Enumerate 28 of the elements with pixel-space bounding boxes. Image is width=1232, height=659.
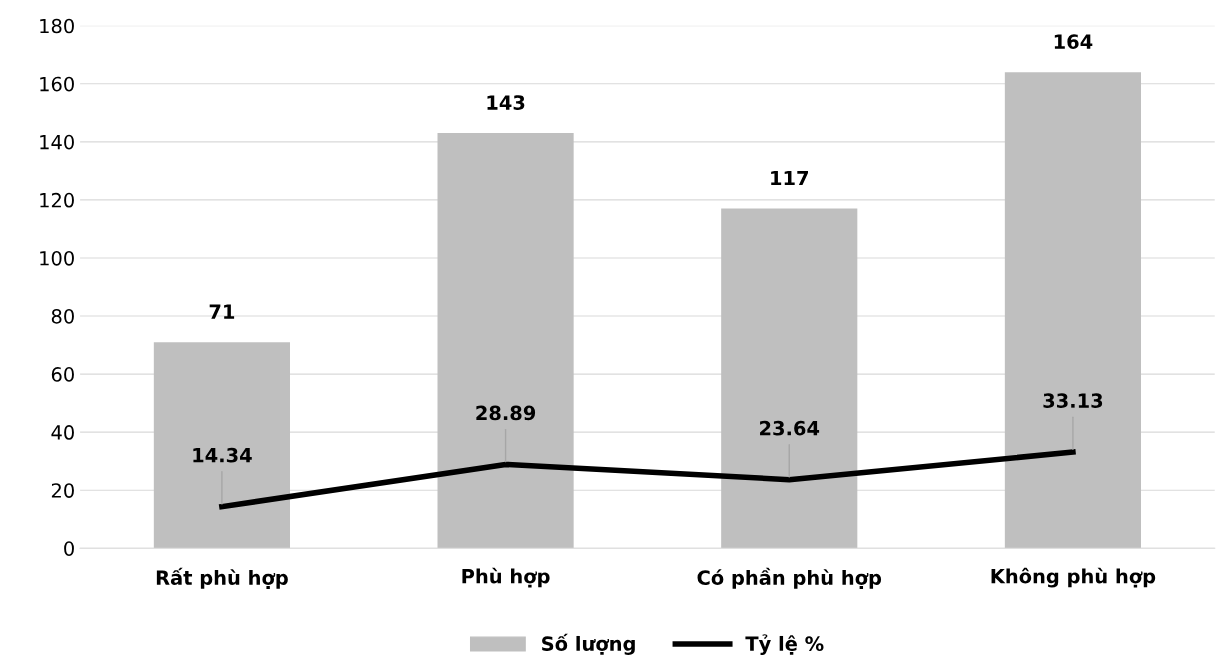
bar bbox=[437, 133, 574, 549]
y-tick-label: 180 bbox=[40, 18, 74, 34]
y-tick-label: 60 bbox=[51, 367, 74, 382]
data-label: 33.13 bbox=[1043, 393, 1103, 408]
bar bbox=[153, 342, 290, 549]
bar bbox=[721, 208, 858, 549]
y-tick-label: 100 bbox=[40, 250, 74, 266]
y-tick-label: 160 bbox=[40, 76, 74, 92]
y-tick-label: 20 bbox=[51, 483, 74, 498]
legend-label: Tỷ lệ % bbox=[745, 634, 824, 655]
x-tick-label: Phù hợp bbox=[462, 567, 550, 588]
data-label: 71 bbox=[209, 304, 235, 319]
x-tick-label: Không phù hợp bbox=[991, 567, 1156, 588]
data-label: 164 bbox=[1054, 34, 1093, 49]
data-label: 28.89 bbox=[476, 405, 536, 421]
data-label: 143 bbox=[487, 95, 525, 110]
y-tick-label: 0 bbox=[64, 541, 74, 556]
data-label: 14.34 bbox=[193, 447, 252, 463]
y-tick-label: 140 bbox=[40, 134, 74, 150]
x-tick-label: Có phần phù hợp bbox=[697, 567, 882, 589]
bar bbox=[1004, 72, 1141, 549]
data-label: 23.64 bbox=[760, 420, 820, 436]
legend-label: Số lượng bbox=[542, 633, 635, 655]
data-label: 117 bbox=[771, 170, 808, 186]
x-tick-label: Rất phù hợp bbox=[156, 567, 288, 589]
y-tick-label: 120 bbox=[40, 192, 74, 208]
y-tick-label: 80 bbox=[51, 308, 74, 324]
y-tick-label: 40 bbox=[51, 425, 74, 440]
